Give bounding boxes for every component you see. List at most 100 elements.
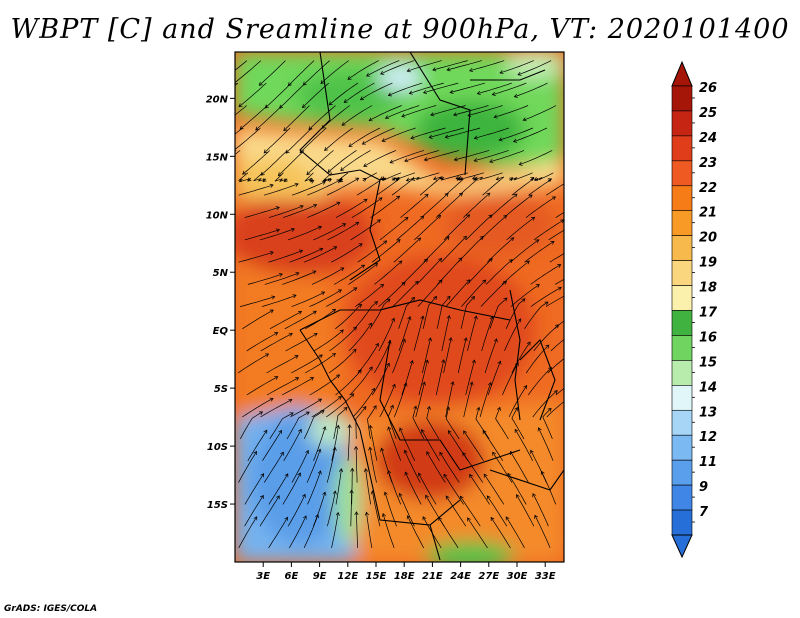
streamline-arrow	[444, 192, 449, 197]
streamline-arrow	[378, 197, 383, 202]
streamline	[467, 105, 503, 116]
streamline-arrow	[269, 309, 274, 314]
streamline-arrow	[432, 67, 437, 72]
streamline-arrow	[313, 203, 318, 208]
colorbar-label: 23	[699, 156, 717, 171]
streamline-arrow	[292, 294, 297, 299]
colorbar-label: 9	[699, 480, 708, 495]
streamline	[287, 226, 322, 241]
lat-label: 10S	[207, 442, 228, 453]
streamline	[341, 105, 373, 126]
streamline-arrow	[310, 377, 315, 381]
streamline-arrow	[495, 176, 500, 181]
streamline	[435, 359, 445, 396]
streamline-arrow	[387, 469, 392, 475]
streamline-arrow	[305, 411, 310, 416]
streamline-arrow	[368, 446, 373, 451]
streamline	[246, 376, 278, 396]
streamline-arrow	[305, 449, 310, 455]
streamline	[260, 150, 288, 176]
streamline	[417, 279, 443, 307]
colorbar-label: 15	[699, 355, 717, 370]
streamline	[423, 82, 459, 94]
streamline	[343, 82, 375, 103]
streamline	[481, 316, 493, 352]
streamline-arrow	[239, 125, 244, 130]
streamline	[260, 399, 293, 418]
streamline	[327, 150, 357, 173]
streamline	[285, 333, 318, 352]
streamline-arrow	[312, 310, 317, 315]
streamline-arrow	[352, 348, 357, 353]
streamline-arrow	[517, 71, 522, 76]
streamline	[514, 429, 534, 461]
streamline-arrow	[349, 489, 354, 494]
streamline-arrow	[339, 178, 344, 183]
colorbar-segment	[671, 509, 693, 536]
streamline-arrow	[320, 410, 325, 414]
streamline-arrow	[218, 124, 222, 127]
streamline-arrow	[295, 271, 300, 276]
streamline-arrow	[317, 470, 322, 475]
colorbar-label: 20	[699, 231, 717, 246]
colorbar-segment	[671, 285, 693, 311]
streamline-arrow	[218, 79, 222, 82]
streamline	[242, 309, 274, 330]
streamline-arrow	[319, 247, 324, 252]
streamline	[325, 393, 354, 418]
streamline-arrow	[537, 427, 542, 432]
streamline	[268, 250, 303, 263]
streamline-arrow	[327, 168, 332, 173]
streamline	[350, 219, 381, 241]
lat-label: 15N	[206, 152, 229, 163]
streamline-arrow	[362, 405, 367, 411]
streamline-arrow	[502, 280, 507, 285]
streamline-arrow	[372, 405, 377, 410]
streamline-arrow	[350, 393, 355, 398]
lon-label: 18E	[394, 571, 415, 582]
streamline-arrow	[289, 412, 294, 417]
streamline	[253, 172, 267, 182]
streamline	[366, 512, 373, 548]
streamline-arrow	[469, 67, 474, 73]
streamline	[415, 382, 425, 418]
streamline	[418, 472, 437, 505]
streamline-arrow	[522, 117, 527, 122]
streamline-arrow	[332, 446, 337, 451]
streamline-arrow	[396, 239, 401, 244]
streamline-arrow	[288, 398, 293, 403]
lat-label: 20N	[206, 94, 229, 105]
streamline-arrow	[476, 90, 481, 95]
streamline	[410, 127, 446, 139]
streamline	[467, 315, 477, 351]
streamline-arrow	[417, 472, 422, 477]
streamline-arrow	[469, 473, 473, 479]
streamline-arrow	[297, 311, 303, 315]
streamline	[328, 348, 357, 374]
streamline	[510, 284, 540, 307]
streamline-arrow	[340, 267, 345, 272]
streamline	[302, 82, 330, 108]
streamline	[388, 82, 423, 96]
streamline	[379, 384, 396, 418]
streamline-arrow	[583, 267, 587, 270]
colorbar-label: 13	[699, 405, 717, 420]
streamline	[348, 263, 378, 285]
streamline-arrow	[285, 149, 290, 154]
streamline-arrow	[260, 171, 265, 176]
streamline-arrow	[354, 511, 359, 516]
streamline	[463, 192, 491, 218]
streamline-arrow	[479, 235, 484, 240]
streamline	[372, 363, 390, 396]
streamline	[398, 297, 415, 329]
streamline-arrow	[363, 163, 368, 167]
colorbar-segment	[671, 459, 693, 486]
streamline	[550, 339, 564, 352]
streamline-arrow	[510, 237, 515, 242]
streamline	[268, 473, 289, 505]
streamline	[285, 127, 313, 154]
streamline	[309, 289, 342, 307]
streamline-arrow	[526, 341, 531, 346]
streamline-arrow	[404, 471, 409, 476]
streamline	[432, 60, 468, 71]
